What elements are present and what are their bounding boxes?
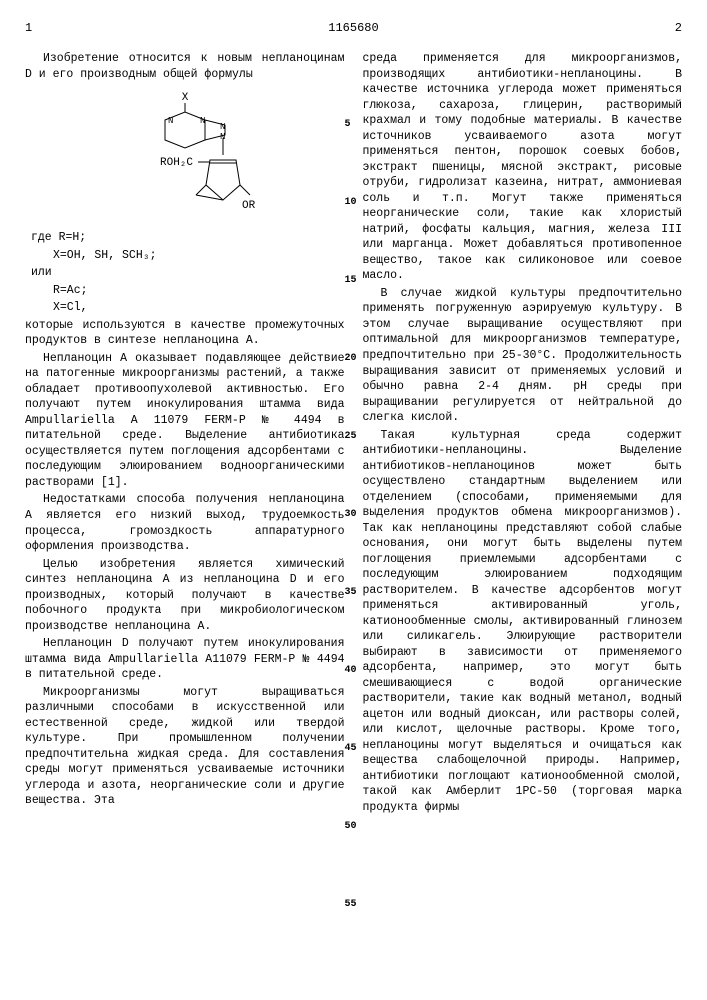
c1-p3: Непланоцин A оказывает подавляющее дейст… [25,351,345,491]
c1-p6: Непланоцин D получают путем инокулирован… [25,636,345,683]
n2: N [200,116,205,126]
roh2c: ROH₂C [160,157,193,169]
line-marker: 30 [345,508,357,522]
page: 1 1165680 2 510152025303540455055 Изобре… [25,20,682,817]
line-marker: 35 [345,586,357,600]
w1: где R=H; [31,230,345,246]
x-label: X [181,92,188,104]
line-marker: 40 [345,664,357,678]
c1-p1: Изобретение относится к новым непланоцин… [25,51,345,82]
c1-p7: Микроорганизмы могут выращиваться различ… [25,685,345,809]
c2-p1: среда применяется для микроорганизмов, п… [363,51,683,284]
line-marker: 10 [345,196,357,210]
w5: X=Cl, [53,300,345,316]
n3: N [220,122,225,132]
formula-svg: X N N N N ROH₂C OR [110,90,260,220]
w4: R=Ac; [53,283,345,299]
c1-p2: которые используются в качестве промежут… [25,318,345,349]
page-right: 2 [642,20,682,36]
page-left: 1 [25,20,65,36]
line-marker: 5 [345,118,351,132]
c1-p4: Недостатками способа получения непланоци… [25,492,345,554]
c1-p5: Целью изобретения является химический си… [25,557,345,635]
line-marker: 45 [345,742,357,756]
w2: X=OH, SH, SCH₃; [53,248,345,264]
c2-p3: Такая культурная среда содержит антибиот… [363,428,683,816]
w3: или [31,265,345,281]
c2-p2: В случае жидкой культуры предпочтительно… [363,286,683,426]
page-header: 1 1165680 2 [25,20,682,36]
line-marker: 15 [345,274,357,288]
column-1: Изобретение относится к новым непланоцин… [25,51,345,817]
line-marker: 25 [345,430,357,444]
doc-number: 1165680 [65,20,642,36]
line-marker: 55 [345,898,357,912]
chemical-formula: X N N N N ROH₂C OR [25,90,345,220]
line-marker: 20 [345,352,357,366]
line-marker: 50 [345,820,357,834]
n1: N [168,116,173,126]
column-2: среда применяется для микроорганизмов, п… [363,51,683,817]
or: OR [242,200,256,212]
